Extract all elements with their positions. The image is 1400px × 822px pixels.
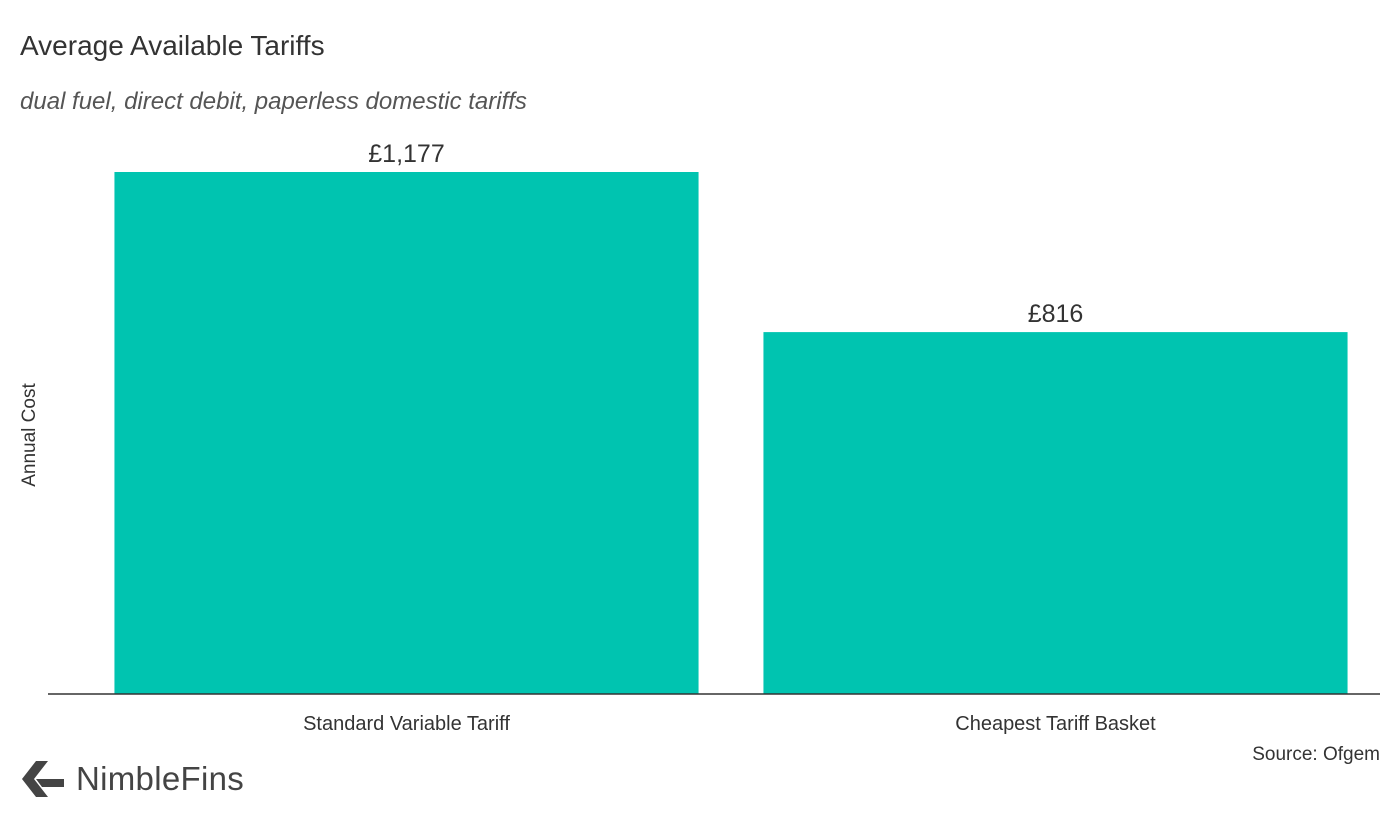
bar-0 (114, 172, 699, 694)
bar-1 (763, 332, 1348, 694)
nimblefins-logo-icon (22, 761, 64, 797)
chart-title: Average Available Tariffs (20, 30, 325, 61)
source-note: Source: Ofgem (1252, 744, 1380, 765)
y-axis-label: Annual Cost (19, 383, 40, 487)
x-tick-label-0: Standard Variable Tariff (303, 713, 510, 735)
x-tick-label-1: Cheapest Tariff Basket (955, 713, 1156, 735)
bar-value-label-1: £816 (1028, 300, 1084, 328)
brand-name: NimbleFins (76, 760, 245, 797)
bar-value-label-0: £1,177 (368, 140, 444, 168)
chart-subtitle: dual fuel, direct debit, paperless domes… (20, 88, 527, 115)
brand-logo: NimbleFins (20, 754, 244, 804)
